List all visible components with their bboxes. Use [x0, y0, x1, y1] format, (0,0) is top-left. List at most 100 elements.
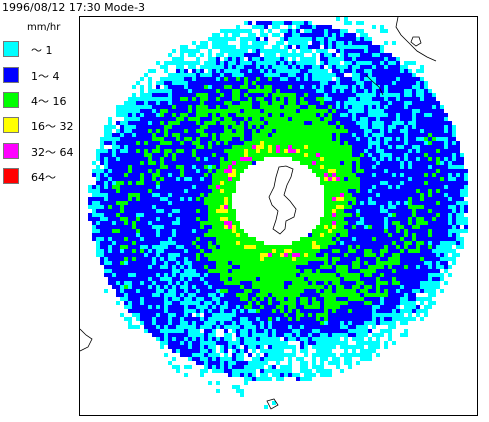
rain-echo-cell — [220, 45, 224, 49]
rain-echo-cell — [236, 225, 240, 229]
rain-echo-cell — [448, 185, 452, 189]
rain-echo-cell — [152, 177, 156, 181]
rain-echo-cell — [136, 193, 140, 197]
rain-echo-cell — [360, 185, 364, 189]
rain-echo-cell — [164, 249, 168, 253]
rain-echo-cell — [128, 193, 132, 197]
rain-echo-cell — [156, 185, 160, 189]
rain-echo-cell — [360, 233, 364, 237]
rain-echo-cell — [356, 137, 360, 141]
rain-echo-cell — [268, 273, 272, 277]
rain-echo-cell — [300, 97, 304, 101]
rain-echo-cell — [280, 105, 284, 109]
rain-echo-cell — [96, 253, 100, 257]
rain-echo-cell — [432, 169, 436, 173]
rain-echo-cell — [428, 125, 432, 129]
rain-echo-cell — [124, 221, 128, 225]
rain-echo-cell — [252, 285, 256, 289]
rain-echo-cell — [92, 193, 96, 197]
rain-echo-cell — [396, 273, 400, 277]
rain-echo-cell — [220, 289, 224, 293]
rain-echo-cell — [252, 121, 256, 125]
rain-echo-cell — [236, 173, 240, 177]
rain-echo-cell — [192, 105, 196, 109]
rain-echo-cell — [372, 85, 376, 89]
rain-echo-cell — [124, 225, 128, 229]
rain-echo-cell — [104, 241, 108, 245]
rain-echo-cell — [344, 177, 348, 181]
rain-echo-cell — [160, 125, 164, 129]
rain-echo-cell — [380, 241, 384, 245]
rain-echo-cell — [264, 277, 268, 281]
rain-echo-cell — [240, 41, 244, 45]
rain-echo-cell — [136, 141, 140, 145]
rain-echo-cell — [372, 153, 376, 157]
rain-echo-cell — [416, 173, 420, 177]
rain-echo-cell — [352, 217, 356, 221]
rain-echo-cell — [128, 233, 132, 237]
rain-echo-cell — [456, 213, 460, 217]
rain-echo-cell — [320, 65, 324, 69]
rain-echo-cell — [236, 257, 240, 261]
rain-echo-cell — [328, 233, 332, 237]
rain-echo-cell — [360, 69, 364, 73]
rain-echo-cell — [408, 141, 412, 145]
rain-echo-cell — [240, 277, 244, 281]
rain-echo-cell — [244, 73, 248, 77]
rain-echo-cell — [308, 289, 312, 293]
rain-echo-cell — [304, 245, 308, 249]
rain-echo-cell — [408, 117, 412, 121]
rain-echo-cell — [384, 113, 388, 117]
rain-echo-cell — [236, 77, 240, 81]
rain-echo-cell — [128, 173, 132, 177]
rain-echo-cell — [304, 41, 308, 45]
rain-echo-cell — [224, 245, 228, 249]
rain-echo-cell — [376, 173, 380, 177]
rain-echo-cell — [380, 205, 384, 209]
rain-echo-cell — [100, 189, 104, 193]
rain-echo-cell — [180, 289, 184, 293]
rain-echo-cell — [396, 169, 400, 173]
rain-echo-cell — [448, 165, 452, 169]
rain-echo-cell — [220, 285, 224, 289]
rain-echo-cell — [436, 129, 440, 133]
rain-echo-cell — [120, 201, 124, 205]
rain-echo-cell — [176, 77, 180, 81]
rain-echo-cell — [168, 209, 172, 213]
rain-echo-cell — [168, 89, 172, 93]
rain-echo-cell — [256, 109, 260, 113]
rain-echo-cell — [164, 185, 168, 189]
rain-echo-cell — [320, 113, 324, 117]
rain-echo-cell — [176, 85, 180, 89]
rain-echo-cell — [148, 225, 152, 229]
rain-echo-cell — [392, 113, 396, 117]
rain-echo-cell — [104, 221, 108, 225]
rain-echo-cell — [336, 289, 340, 293]
rain-echo-cell — [276, 137, 280, 141]
rain-echo-cell — [172, 49, 176, 53]
rain-echo-cell — [344, 249, 348, 253]
rain-echo-cell — [324, 173, 328, 177]
rain-echo-cell — [104, 237, 108, 241]
rain-echo-cell — [268, 65, 272, 69]
rain-echo-cell — [144, 133, 148, 137]
rain-echo-cell — [228, 89, 232, 93]
rain-echo-cell — [204, 285, 208, 289]
rain-echo-cell — [208, 57, 212, 61]
rain-echo-cell — [208, 181, 212, 185]
rain-echo-cell — [196, 109, 200, 113]
rain-echo-cell — [288, 65, 292, 69]
rain-echo-cell — [260, 241, 264, 245]
rain-echo-cell — [368, 193, 372, 197]
rain-echo-cell — [388, 249, 392, 253]
rain-echo-cell — [368, 181, 372, 185]
rain-echo-cell — [296, 245, 300, 249]
rain-echo-cell — [236, 73, 240, 77]
rain-echo-cell — [364, 81, 368, 85]
rain-echo-cell — [212, 281, 216, 285]
rain-echo-cell — [292, 33, 296, 37]
rain-echo-cell — [148, 101, 152, 105]
rain-echo-cell — [372, 273, 376, 277]
rain-echo-cell — [340, 213, 344, 217]
rain-echo-cell — [440, 209, 444, 213]
